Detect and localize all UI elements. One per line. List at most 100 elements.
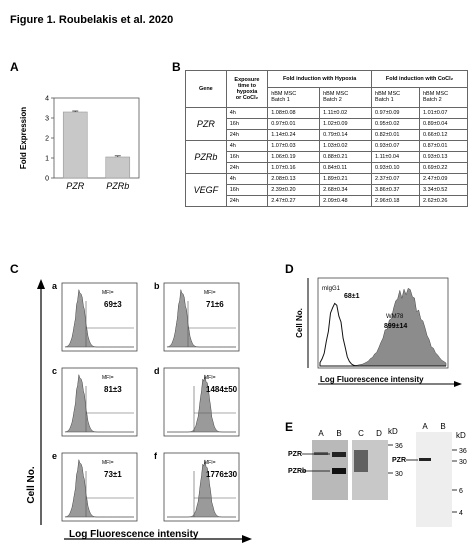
gene-header: Gene — [185, 70, 227, 108]
lane-label: D — [376, 429, 382, 438]
mfi-label: MFI= — [204, 290, 216, 296]
value-cell: 2.37±0.07 — [371, 173, 420, 185]
y-axis-label: Cell No. — [295, 308, 304, 338]
mfi-label: MFI= — [102, 290, 114, 296]
value-cell: 1.11±0.02 — [319, 107, 373, 119]
histogram-curve — [64, 459, 134, 518]
panel-c-histograms: a MFI= 69±3 b MFI= 71±6 c MFI= 81±3 d MFI= 1484±50 e… — [26, 279, 252, 543]
x-axis-label: Log Fluorescence intensity — [69, 529, 199, 540]
lane-label: B — [336, 429, 341, 438]
batch2-header-line: hBM MSC — [423, 91, 449, 98]
panel-letter-b: B — [172, 60, 181, 74]
bar — [62, 111, 88, 179]
table-row: PZR 4h 1.08±0.08 1.11±0.02 0.97±0.09 1.01±0.0… — [185, 107, 468, 141]
marker-label: 6 — [459, 488, 463, 495]
mfi-value: 1776±30 — [206, 470, 238, 479]
mfi-value: 73±1 — [104, 470, 122, 479]
time-header-line: hypoxia — [236, 89, 258, 95]
band-label: PZRb — [288, 468, 306, 475]
histogram-curve — [64, 374, 134, 433]
value-cell: 0.87±0.01 — [419, 140, 468, 152]
histogram-curve — [167, 459, 236, 518]
time-cell: 4h — [225, 173, 269, 185]
value-cell: 0.88±0.21 — [319, 151, 373, 163]
lane-label: A — [422, 422, 428, 431]
mfi-label: MFI= — [102, 375, 114, 381]
panel-a-bar-chart: 0 1 2 3 4 PZR PZRb Fold Expression — [19, 96, 140, 190]
value-cell: 1.07±0.03 — [267, 140, 321, 152]
batch1-header: hBM MSC Batch 1 — [371, 86, 420, 109]
mfi-value: 69±3 — [104, 300, 122, 309]
value-cell: 1.06±0.19 — [267, 151, 321, 163]
y-tick-label: 0 — [45, 176, 49, 183]
x-axis-label: Log Fluorescence intensity — [320, 375, 424, 384]
panel-e-western-blots: A B C D PZR PZRb kD 36 30 A B PZR kD 36 30 6 4 — [288, 422, 467, 527]
value-cell: 1.11±0.04 — [371, 151, 420, 163]
mfi-label: MFI= — [204, 460, 216, 466]
y-tick-label: 1 — [45, 156, 49, 163]
marker-label: 30 — [395, 471, 403, 478]
table-row: 24h 1.07±0.16 0.84±0.11 0.93±0.10 0.69±0.22 — [186, 162, 468, 174]
value-cell: 0.66±0.12 — [419, 129, 468, 141]
time-cell: 4h — [225, 140, 269, 152]
time-cell: 24h — [225, 195, 269, 207]
time-cell: 16h — [225, 118, 269, 130]
y-tick-label: 4 — [45, 96, 49, 103]
control-histogram — [319, 302, 446, 367]
batch1-header-line: Batch 1 — [375, 97, 394, 104]
value-cell: 2.09±0.48 — [319, 195, 373, 207]
histogram-letter: e — [52, 451, 57, 461]
histogram-letter: d — [154, 366, 160, 376]
x-tick-label: PZR — [66, 181, 85, 190]
value-cell: 1.14±0.24 — [267, 129, 321, 141]
time-header-line: or CoCl₂ — [235, 95, 259, 101]
value-cell: 0.69±0.22 — [419, 162, 468, 174]
value-cell: 0.82±0.01 — [371, 129, 420, 141]
value-cell: 0.97±0.01 — [267, 118, 321, 130]
value-cell: 2.39±0.20 — [267, 184, 321, 196]
value-cell: 0.79±0.14 — [319, 129, 373, 141]
mfi-label: MFI= — [102, 460, 114, 466]
mfi-value: 1484±50 — [206, 385, 238, 394]
histogram-letter: c — [52, 366, 57, 376]
gene-cell: PZRb — [185, 140, 227, 174]
batch1-header: hBM MSC Batch 1 — [267, 86, 321, 109]
kd-label: kD — [456, 431, 466, 440]
value-cell: 1.01±0.07 — [419, 107, 468, 119]
value-cell: 0.93±0.07 — [371, 140, 420, 152]
hypoxia-header: Fold induction with Hypoxia — [267, 70, 373, 88]
value-cell: 0.97±0.09 — [371, 107, 420, 119]
batch2-header-line: Batch 2 — [323, 97, 342, 104]
mfi-value: 81±3 — [104, 385, 122, 394]
value-cell: 1.07±0.16 — [267, 162, 321, 174]
time-cell: 24h — [225, 162, 269, 174]
control-value: 68±1 — [344, 293, 360, 300]
table-row: 16h 1.06±0.19 0.88±0.21 1.11±0.04 0.93±0.13 — [186, 151, 468, 163]
gene-cell: VEGF — [185, 173, 227, 207]
lane-label: C — [358, 429, 364, 438]
sample-label: WM78 — [386, 314, 404, 320]
batch2-header: hBM MSC Batch 2 — [319, 86, 373, 109]
panel-b-table: Gene Exposure time to hypoxia or CoCl₂ Fold i… — [185, 70, 468, 207]
value-cell: 0.84±0.11 — [319, 162, 373, 174]
figure-title: Figure 1. Roubelakis et al. 2020 — [10, 14, 174, 26]
value-cell: 3.34±0.52 — [419, 184, 468, 196]
value-cell: 0.95±0.02 — [371, 118, 420, 130]
y-tick-label: 3 — [45, 116, 49, 123]
cocl-header: Fold induction with CoCl₂ — [371, 70, 468, 88]
batch2-header-line: Batch 2 — [423, 97, 442, 104]
mfi-value: 71±6 — [206, 300, 224, 309]
lane-label: B — [440, 422, 445, 431]
blot-membrane — [416, 432, 452, 527]
x-axis-arrow — [242, 535, 252, 543]
kd-label: kD — [388, 427, 398, 436]
value-cell: 1.03±0.02 — [319, 140, 373, 152]
value-cell: 0.93±0.13 — [419, 151, 468, 163]
y-axis-label: Cell No. — [26, 466, 37, 503]
y-axis-label: Fold Expression — [19, 107, 28, 169]
table-row: VEGF 4h 2.08±0.13 1.89±0.21 2.37±0.07 2.47±0.… — [185, 173, 468, 207]
value-cell: 2.47±0.09 — [419, 173, 468, 185]
time-cell: 4h — [225, 107, 269, 119]
table-row: PZRb 4h 1.07±0.03 1.03±0.02 0.93±0.07 0.87±0.… — [185, 140, 468, 174]
time-header-line: Exposure — [234, 77, 260, 83]
